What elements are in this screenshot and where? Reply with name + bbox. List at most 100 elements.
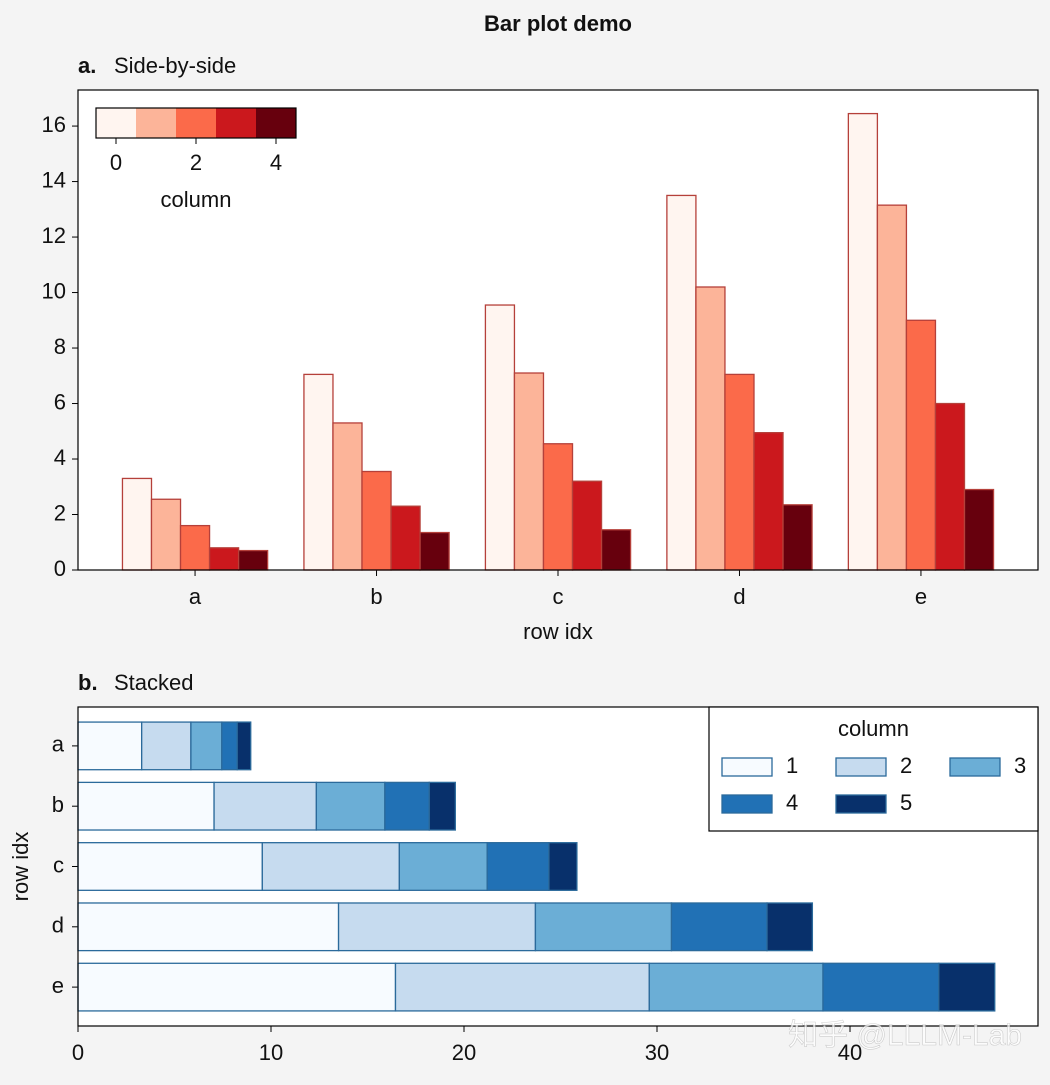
- bar: [542, 443, 574, 571]
- bar-segment: [213, 781, 318, 831]
- colorbar-label: column: [161, 187, 232, 212]
- panel-label: a.: [78, 53, 96, 78]
- bar: [390, 505, 421, 571]
- bar: [179, 524, 211, 571]
- bar: [600, 529, 632, 571]
- colorbar-tick-label: 2: [190, 150, 202, 175]
- bar: [695, 286, 726, 571]
- x-tick-label: 40: [838, 1040, 862, 1065]
- bar: [724, 373, 755, 571]
- bar: [150, 498, 182, 571]
- bar-segment: [534, 902, 673, 952]
- y-axis-label: row idx: [8, 832, 33, 902]
- bar: [782, 504, 813, 571]
- bar-segment: [190, 721, 223, 771]
- x-tick-label: 20: [452, 1040, 476, 1065]
- panel-label: b.: [78, 670, 98, 695]
- colorbar-segment: [96, 108, 136, 138]
- legend-swatch: [721, 794, 773, 814]
- axes-frame: [77, 89, 1039, 571]
- bar: [513, 372, 545, 571]
- bar: [419, 531, 450, 571]
- y-tick-label: c: [53, 852, 64, 877]
- legend-label: 2: [900, 753, 912, 778]
- colorbar-tick-label: 4: [270, 150, 282, 175]
- y-tick-label: a: [52, 732, 65, 757]
- y-tick-label: b: [52, 792, 64, 817]
- panel-title: Stacked: [114, 670, 194, 695]
- y-tick-label: e: [52, 973, 64, 998]
- bar: [963, 488, 995, 571]
- figure-title: Bar plot demo: [484, 11, 632, 36]
- y-tick-label: 12: [42, 223, 66, 248]
- x-tick-label: 0: [72, 1040, 84, 1065]
- legend-swatch: [835, 794, 887, 814]
- bar: [121, 477, 153, 571]
- legend-swatch: [721, 757, 773, 777]
- x-tick-label: e: [915, 584, 927, 609]
- colorbar-segment: [256, 108, 296, 138]
- bar-segment: [337, 902, 537, 952]
- bar-segment: [141, 721, 192, 771]
- bar: [876, 204, 908, 571]
- bar: [361, 470, 392, 571]
- bar-segment: [77, 842, 263, 891]
- y-tick-label: 14: [42, 167, 66, 192]
- bar-segment: [384, 781, 430, 831]
- legend-swatch: [835, 757, 887, 777]
- bar: [208, 547, 240, 571]
- bar-segment: [261, 842, 401, 891]
- watermark: 知乎 @LLLM-Lab: [788, 1019, 1022, 1052]
- colorbar-segment: [216, 108, 256, 138]
- legend-swatch: [949, 757, 1001, 777]
- bar-segment: [486, 842, 550, 891]
- bar-segment: [394, 962, 650, 1012]
- x-tick-label: 30: [645, 1040, 669, 1065]
- y-tick-label: 16: [42, 112, 66, 137]
- bar: [905, 319, 937, 571]
- y-tick-label: 0: [54, 556, 66, 581]
- y-tick-label: 4: [54, 445, 66, 470]
- y-tick-label: 10: [42, 278, 66, 303]
- bar-segment: [221, 721, 238, 771]
- y-tick-label: d: [52, 913, 64, 938]
- bar-segment: [822, 962, 940, 1012]
- legend-label: 4: [786, 790, 798, 815]
- colorbar-tick-label: 0: [110, 150, 122, 175]
- legend-title: column: [838, 716, 909, 741]
- x-tick-label: d: [733, 584, 745, 609]
- bar: [666, 194, 697, 571]
- x-tick-label: b: [370, 584, 382, 609]
- x-tick-label: c: [553, 584, 564, 609]
- bar: [303, 373, 334, 571]
- y-tick-label: 8: [54, 334, 66, 359]
- bar-segment: [236, 721, 252, 771]
- bar-segment: [315, 781, 386, 831]
- bar: [332, 422, 363, 571]
- y-tick-label: 2: [54, 500, 66, 525]
- bar: [237, 549, 269, 571]
- bar-segment: [398, 842, 488, 891]
- bar: [847, 112, 879, 571]
- bar-segment: [766, 902, 814, 952]
- x-tick-label: 10: [259, 1040, 283, 1065]
- x-axis-label: row idx: [523, 619, 593, 644]
- bar: [934, 402, 966, 571]
- bar-segment: [428, 781, 456, 831]
- bar-segment: [548, 842, 578, 891]
- bar: [753, 432, 784, 571]
- bar-segment: [938, 962, 996, 1012]
- colorbar-segment: [136, 108, 176, 138]
- legend-label: 5: [900, 790, 912, 815]
- bar-segment: [77, 721, 143, 771]
- legend-label: 3: [1014, 753, 1026, 778]
- bar: [484, 304, 516, 571]
- bar-segment: [77, 902, 340, 952]
- y-tick-label: 6: [54, 389, 66, 414]
- x-tick-label: a: [189, 584, 202, 609]
- bar-segment: [77, 781, 215, 831]
- panel-title: Side-by-side: [114, 53, 236, 78]
- colorbar-segment: [176, 108, 216, 138]
